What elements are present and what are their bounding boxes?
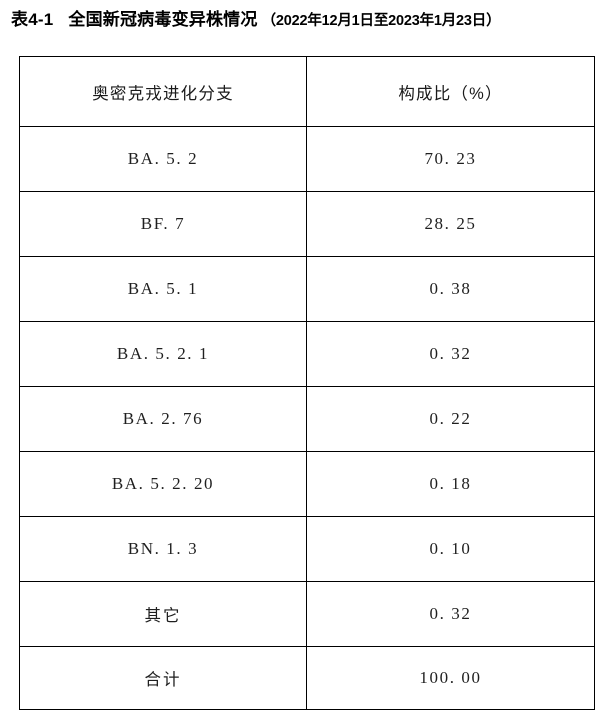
cell-percent: 0. 10 (306, 516, 595, 582)
table-caption: 表4-1 全国新冠病毒变异株情况 （2022年12月1日至2023年1月23日） (11, 7, 613, 33)
table-header-row: 奥密克戎进化分支 构成比（%） (19, 56, 595, 127)
table-row: BA. 5. 2. 20 0. 18 (19, 451, 595, 517)
table-row: 其它 0. 32 (19, 581, 595, 647)
cell-branch: 其它 (19, 581, 307, 647)
cell-percent: 0. 22 (306, 386, 595, 452)
caption-date-range: （2022年12月1日至2023年1月23日） (261, 13, 501, 29)
table-row: BA. 5. 1 0. 38 (19, 256, 595, 322)
table-row: BF. 7 28. 25 (19, 191, 595, 257)
caption-title: 全国新冠病毒变异株情况 (68, 10, 258, 29)
cell-branch: BA. 2. 76 (19, 386, 307, 452)
table-row: BA. 5. 2. 1 0. 32 (19, 321, 595, 387)
table-total-row: 合计 100. 00 (19, 646, 595, 710)
table-row: BA. 5. 2 70. 23 (19, 126, 595, 192)
cell-branch: BF. 7 (19, 191, 307, 257)
table-row: BA. 2. 76 0. 22 (19, 386, 595, 452)
cell-branch: BN. 1. 3 (19, 516, 307, 582)
variant-strain-table: 奥密克戎进化分支 构成比（%） BA. 5. 2 70. 23 BF. 7 28… (19, 56, 595, 710)
table-body: 奥密克戎进化分支 构成比（%） BA. 5. 2 70. 23 BF. 7 28… (19, 56, 595, 710)
cell-percent: 0. 32 (306, 581, 595, 647)
cell-total-percent: 100. 00 (306, 646, 595, 710)
caption-number: 表4-1 (11, 10, 54, 29)
cell-percent: 0. 38 (306, 256, 595, 322)
cell-percent: 28. 25 (306, 191, 595, 257)
cell-branch: BA. 5. 1 (19, 256, 307, 322)
column-header-branch: 奥密克戎进化分支 (19, 56, 307, 127)
column-header-percent: 构成比（%） (306, 56, 595, 127)
cell-percent: 70. 23 (306, 126, 595, 192)
table-row: BN. 1. 3 0. 10 (19, 516, 595, 582)
cell-percent: 0. 18 (306, 451, 595, 517)
cell-branch: BA. 5. 2. 20 (19, 451, 307, 517)
cell-branch: BA. 5. 2 (19, 126, 307, 192)
cell-total-label: 合计 (19, 646, 307, 710)
cell-branch: BA. 5. 2. 1 (19, 321, 307, 387)
cell-percent: 0. 32 (306, 321, 595, 387)
